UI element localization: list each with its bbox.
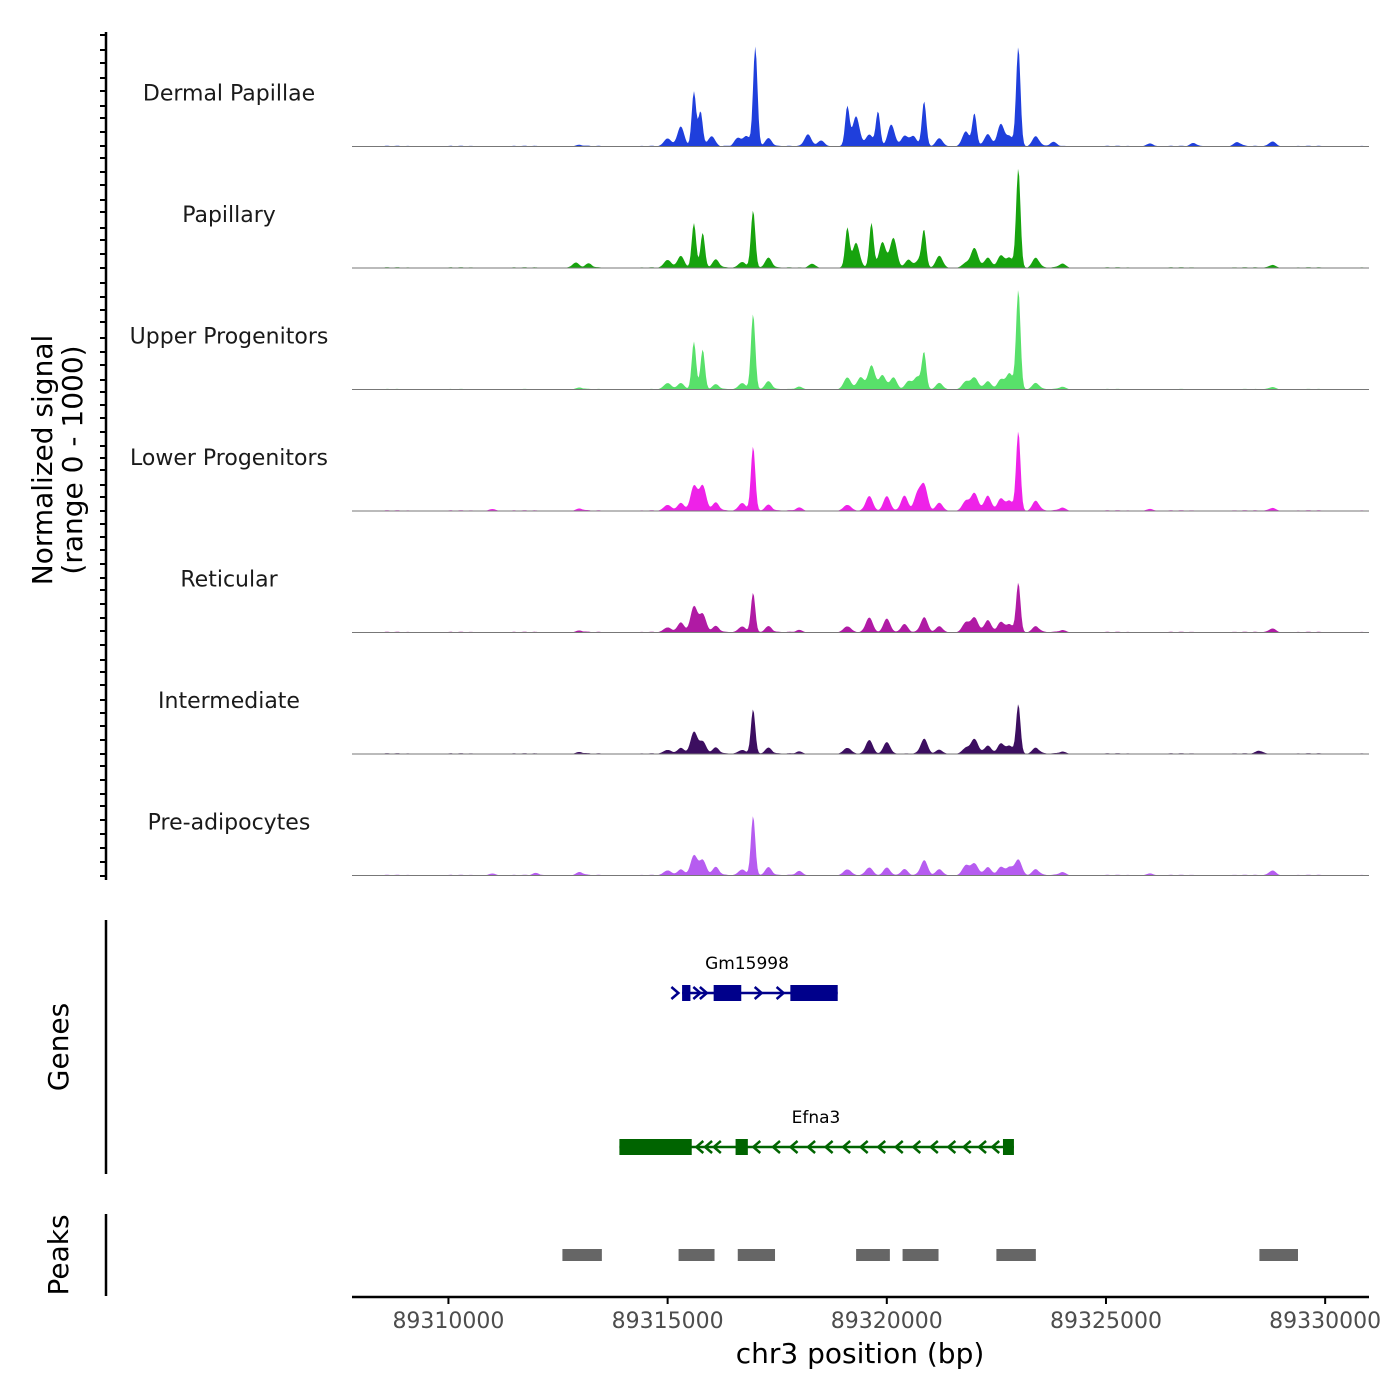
genes-panel: Gm15998 Efna3 bbox=[619, 954, 1014, 1155]
strand-arrow bbox=[703, 1140, 713, 1154]
x-axis-title: chr3 position (bp) bbox=[736, 1337, 985, 1370]
track-label: Dermal Papillae bbox=[143, 82, 315, 107]
track-label: Lower Progenitors bbox=[130, 446, 328, 471]
track-signal-area bbox=[352, 582, 1369, 633]
track-label: Pre-adipocytes bbox=[148, 811, 311, 836]
track-signal-area bbox=[352, 431, 1369, 511]
track-upper-progenitors: Upper Progenitors bbox=[130, 290, 1369, 390]
strand-arrow bbox=[699, 986, 709, 1000]
strand-arrow bbox=[977, 1140, 987, 1154]
x-tick-label: 89310000 bbox=[392, 1309, 504, 1334]
strand-arrow bbox=[876, 1140, 887, 1154]
peak-region bbox=[996, 1249, 1036, 1261]
y-axis-title-line1: Normalized signal bbox=[26, 335, 59, 586]
strand-arrow bbox=[990, 1140, 1001, 1154]
x-tick-label: 89330000 bbox=[1269, 1309, 1381, 1334]
strand-arrow bbox=[775, 986, 786, 1000]
strand-arrow bbox=[823, 1140, 834, 1154]
x-axis-ticks: 89310000 89315000 89320000 89325000 89330000 bbox=[392, 1297, 1381, 1334]
gene-efna3: Efna3 bbox=[619, 1108, 1014, 1155]
strand-arrow bbox=[771, 1140, 781, 1154]
gene-exon bbox=[619, 1139, 692, 1155]
strand-arrow bbox=[751, 1140, 762, 1154]
track-signal-area bbox=[352, 290, 1369, 390]
strand-arrow bbox=[946, 1140, 957, 1154]
x-tick-label: 89315000 bbox=[612, 1309, 724, 1334]
strand-arrow bbox=[806, 1140, 816, 1154]
strand-arrow bbox=[753, 986, 764, 1000]
strand-arrow bbox=[928, 1140, 939, 1154]
gene-exon bbox=[790, 985, 838, 1001]
genes-panel-title: Genes bbox=[42, 1003, 75, 1091]
track-papillary: Papillary bbox=[182, 168, 1369, 269]
signal-y-axis bbox=[100, 32, 108, 880]
track-pre-adipocytes: Pre-adipocytes bbox=[148, 811, 1369, 876]
strand-arrow bbox=[694, 1140, 705, 1154]
track-lower-progenitors: Lower Progenitors bbox=[130, 431, 1369, 512]
strand-arrow bbox=[841, 1140, 851, 1154]
y-axis-title-line2: (range 0 - 1000) bbox=[56, 345, 89, 574]
track-intermediate: Intermediate bbox=[158, 689, 1369, 755]
peak-region bbox=[902, 1249, 939, 1261]
strand-arrow bbox=[788, 1140, 799, 1154]
peak-region bbox=[1259, 1249, 1298, 1261]
gene-label: Efna3 bbox=[792, 1108, 841, 1128]
track-label: Reticular bbox=[180, 568, 278, 593]
track-label: Intermediate bbox=[158, 689, 300, 714]
gene-gm15998: Gm15998 bbox=[670, 954, 838, 1001]
x-tick-label: 89325000 bbox=[1050, 1309, 1162, 1334]
track-label: Papillary bbox=[182, 203, 276, 228]
gene-exon bbox=[735, 1139, 748, 1155]
strand-arrow bbox=[911, 1140, 922, 1154]
peak-region bbox=[737, 1249, 776, 1261]
track-label: Upper Progenitors bbox=[130, 325, 329, 350]
strand-arrow bbox=[893, 1140, 904, 1154]
peak-region bbox=[562, 1249, 602, 1261]
track-signal-area bbox=[352, 46, 1369, 147]
gene-label: Gm15998 bbox=[705, 954, 789, 974]
track-signal-area bbox=[352, 816, 1369, 876]
gene-exon bbox=[1002, 1139, 1014, 1155]
track-dermal-papillae: Dermal Papillae bbox=[143, 46, 1369, 147]
x-tick-label: 89320000 bbox=[831, 1309, 943, 1334]
peak-region bbox=[678, 1249, 715, 1261]
signal-tracks: Dermal Papillae Papillary Upper Progenitor… bbox=[130, 46, 1369, 876]
strand-arrow bbox=[858, 1140, 869, 1154]
strand-arrow bbox=[692, 986, 703, 1000]
strand-arrow bbox=[670, 986, 681, 1000]
strand-arrow bbox=[961, 1140, 972, 1154]
gene-exon bbox=[713, 985, 742, 1001]
track-signal-area bbox=[352, 704, 1369, 754]
peaks-panel bbox=[562, 1249, 1298, 1261]
strand-arrow bbox=[711, 1140, 722, 1154]
peak-region bbox=[856, 1249, 890, 1261]
peaks-panel-title: Peaks bbox=[42, 1214, 75, 1295]
track-reticular: Reticular bbox=[180, 568, 1369, 633]
track-signal-area bbox=[352, 168, 1369, 268]
gene-exon bbox=[682, 985, 691, 1001]
